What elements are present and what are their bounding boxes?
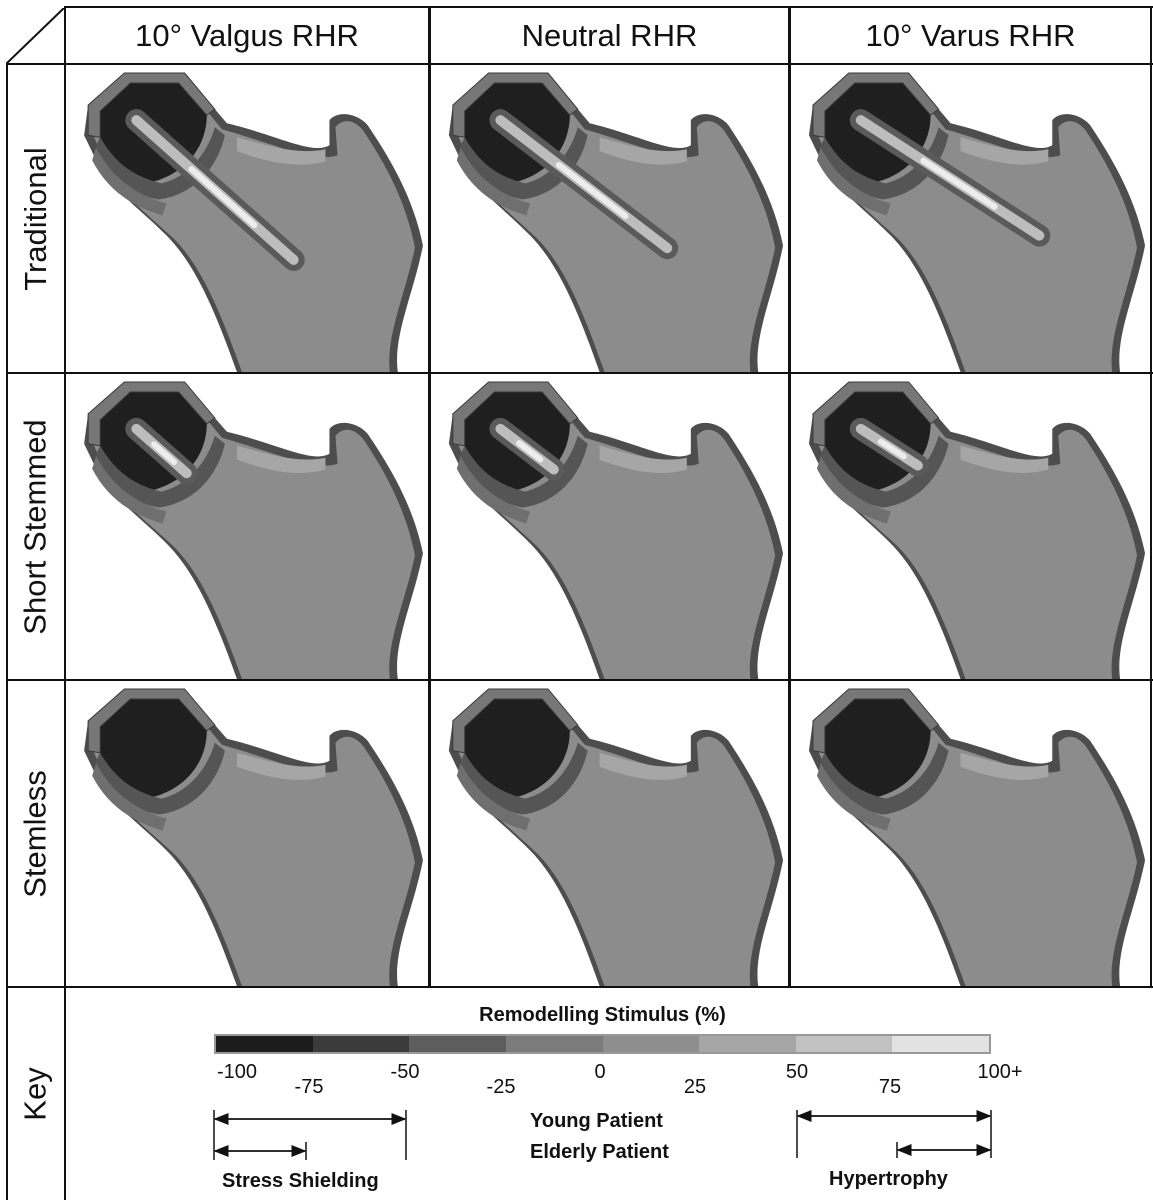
corner-diagonal <box>6 8 65 64</box>
colorbar-segment <box>505 1036 603 1052</box>
colorbar-tick-label: 50 <box>785 1061 809 1083</box>
colorbar-tick-label: 75 <box>878 1076 902 1098</box>
femur-section-image <box>84 688 423 986</box>
grid-line <box>64 6 66 1200</box>
femur-section-image <box>84 381 423 679</box>
colorbar-segment <box>216 1036 313 1052</box>
result-cell <box>66 65 428 372</box>
young-patient-label: Young Patient <box>530 1110 663 1132</box>
femur-section-image <box>448 688 784 986</box>
result-cell <box>791 374 1150 679</box>
hypertrophy-label: Hypertrophy <box>829 1168 948 1190</box>
colorbar-tick-label: -50 <box>390 1061 420 1083</box>
femur-section-image <box>808 381 1146 679</box>
grid-line <box>6 63 1153 65</box>
colorbar-segment <box>409 1036 506 1052</box>
colorbar-tick-label: -25 <box>486 1076 516 1098</box>
result-cell <box>66 681 428 986</box>
result-cell <box>791 681 1150 986</box>
colorbar-tick-label: 25 <box>683 1076 707 1098</box>
colorbar-segment <box>312 1036 410 1052</box>
grid-line <box>6 372 1153 374</box>
grid-line <box>1150 6 1152 988</box>
grid-line <box>788 6 791 988</box>
femur-section-image <box>448 381 784 679</box>
colorbar-segment <box>795 1036 893 1052</box>
colorbar-tick-label: 100+ <box>977 1061 1023 1083</box>
grid-line <box>6 63 8 1200</box>
colorbar-tick-label: -75 <box>294 1076 324 1098</box>
key-title: Remodelling Stimulus (%) <box>479 1004 726 1026</box>
femur-section-image <box>448 72 784 372</box>
colorbar <box>214 1034 991 1054</box>
femur-section-image <box>84 72 423 372</box>
grid-line <box>6 679 1153 681</box>
colorbar-segment <box>602 1036 700 1052</box>
result-cell <box>791 65 1150 372</box>
result-cell <box>431 374 788 679</box>
result-cell <box>431 681 788 986</box>
result-cell <box>431 65 788 372</box>
stress-shielding-label: Stress Shielding <box>222 1170 379 1192</box>
colorbar-segment <box>699 1036 796 1052</box>
femur-section-image <box>808 72 1146 372</box>
grid-line <box>64 6 1153 8</box>
column-header-neutral: Neutral RHR <box>521 18 698 53</box>
result-cell <box>66 374 428 679</box>
femur-section-image <box>808 688 1146 986</box>
colorbar-tick-label: -100 <box>216 1061 258 1083</box>
column-header-valgus: 10° Valgus RHR <box>135 18 359 53</box>
grid-line <box>6 986 1153 988</box>
grid-line <box>428 6 431 988</box>
colorbar-tick-label: 0 <box>594 1061 606 1083</box>
elderly-patient-label: Elderly Patient <box>530 1141 669 1163</box>
column-header-varus: 10° Varus RHR <box>865 18 1076 53</box>
colorbar-segment <box>892 1036 989 1052</box>
